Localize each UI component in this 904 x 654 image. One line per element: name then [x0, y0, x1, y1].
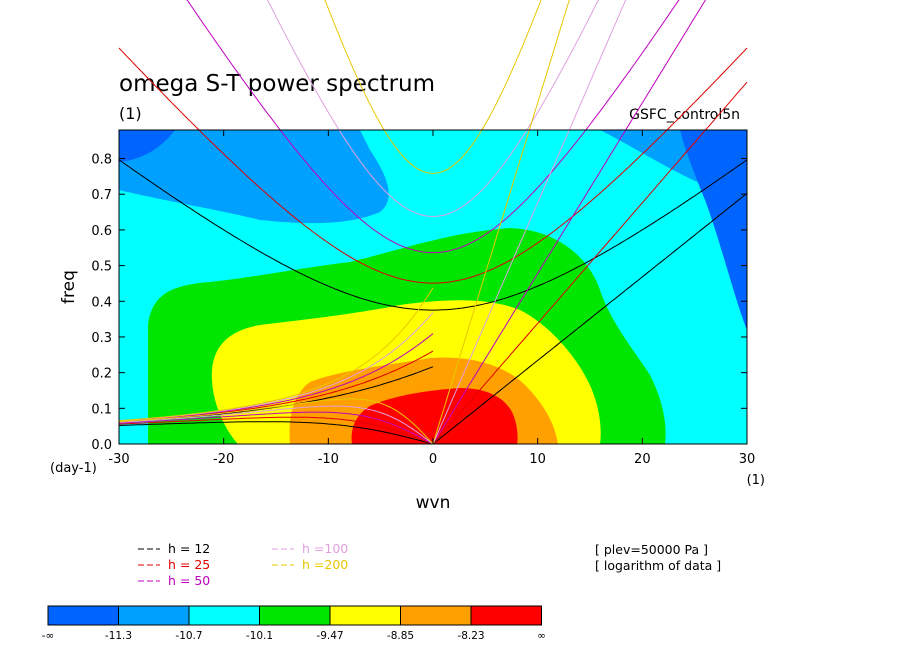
x-tick-label: 10	[529, 452, 546, 467]
x-tick-label: 20	[634, 452, 651, 467]
legend-label: h = 25	[168, 557, 210, 572]
y-tick-label: 0.4	[91, 295, 112, 310]
y-tick-label: 0.8	[91, 153, 112, 168]
colorbar-swatch	[400, 605, 472, 626]
experiment-label: GSFC_control5n	[629, 107, 740, 123]
gravity-wave-curve	[266, 0, 599, 217]
kelvin-wave-curve	[432, 81, 748, 444]
info-line-log: [ logarithm of data ]	[595, 558, 721, 573]
y-tick-label: 0.7	[91, 188, 112, 203]
y-tick-label: 0.2	[91, 367, 112, 382]
gravity-wave-curve	[186, 0, 680, 254]
legend-label: h =100	[302, 541, 348, 556]
x-tick-label: -30	[108, 452, 129, 467]
colorbar-label: ∞	[537, 630, 546, 642]
colorbar-label: -9.47	[316, 630, 343, 642]
x-tick-label: 30	[739, 452, 756, 467]
rossby-wave-curve	[118, 416, 434, 444]
x-tick-label: -10	[318, 452, 339, 467]
dispersion-curves	[118, 0, 748, 444]
colorbar-swatch	[470, 605, 542, 626]
kelvin-wave-curve	[432, 0, 707, 444]
legend-label: h =200	[302, 557, 348, 572]
y-unit-label: (day-1)	[50, 461, 97, 476]
y-tick-label: 0.5	[91, 260, 112, 275]
kelvin-wave-curve	[432, 192, 748, 444]
x-unit-label: (1)	[747, 473, 765, 488]
colorbar-label: -8.23	[457, 630, 484, 642]
colorbar-label: -10.1	[246, 630, 273, 642]
colorbar: -∞ -11.3 -10.7 -10.1 -9.47 -8.85 -8.23 ∞	[42, 605, 546, 642]
y-tick-label: 0.3	[91, 331, 112, 346]
colorbar-label: -∞	[42, 630, 55, 642]
colorbar-label: -11.3	[105, 630, 132, 642]
mrg-wave-curve	[118, 287, 434, 422]
kelvin-wave-curve	[432, 0, 570, 444]
info-line-plev: [ plev=50000 Pa ]	[595, 542, 708, 557]
colorbar-swatch	[188, 605, 260, 626]
colorbar-label: -10.7	[175, 630, 202, 642]
contour-fill	[119, 130, 747, 444]
y-tick-label: 0.6	[91, 224, 112, 239]
colorbar-swatch	[47, 605, 119, 626]
legend-label: h = 12	[168, 541, 210, 556]
kelvin-wave-curve	[432, 0, 627, 444]
axis-ticks: -30 -20 -10 0 10 20 30 0.0 0.1 0.2 0.3 0.4 0.5 0.6 0.7…	[91, 130, 755, 467]
y-tick-label: 0.0	[91, 438, 112, 453]
x-tick-label: 0	[429, 452, 437, 467]
chart-title: omega S-T power spectrum	[119, 71, 435, 97]
legend-label: h = 50	[168, 573, 210, 588]
colorbar-swatch	[118, 605, 190, 626]
colorbar-swatch	[329, 605, 401, 626]
y-axis-label: freq	[59, 270, 79, 304]
gravity-wave-curve	[324, 0, 542, 174]
x-axis-label: wvn	[416, 493, 451, 513]
colorbar-swatch	[259, 605, 331, 626]
x-tick-label: -20	[213, 452, 234, 467]
gravity-wave-curve	[118, 159, 748, 311]
gravity-wave-curve	[118, 47, 748, 284]
chart-subtitle: (1)	[119, 104, 142, 123]
contour-band-darkblue	[119, 130, 175, 162]
contour-band-lightblue-left	[119, 130, 389, 224]
rossby-wave-curve	[118, 398, 434, 444]
rossby-wave-curve	[118, 411, 434, 444]
y-tick-label: 0.1	[91, 402, 112, 417]
contour-band-darkblue-right	[680, 130, 747, 330]
rossby-wave-curve	[118, 405, 434, 444]
colorbar-label: -8.85	[387, 630, 414, 642]
rossby-wave-curve	[119, 421, 434, 444]
